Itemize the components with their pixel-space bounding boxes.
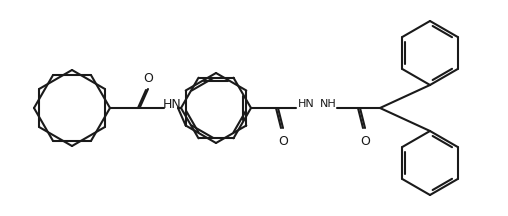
Text: HN: HN	[298, 99, 314, 109]
Text: NH: NH	[320, 99, 336, 109]
Text: HN: HN	[163, 98, 181, 111]
Text: O: O	[278, 135, 288, 148]
Text: O: O	[143, 72, 153, 85]
Text: O: O	[360, 135, 370, 148]
